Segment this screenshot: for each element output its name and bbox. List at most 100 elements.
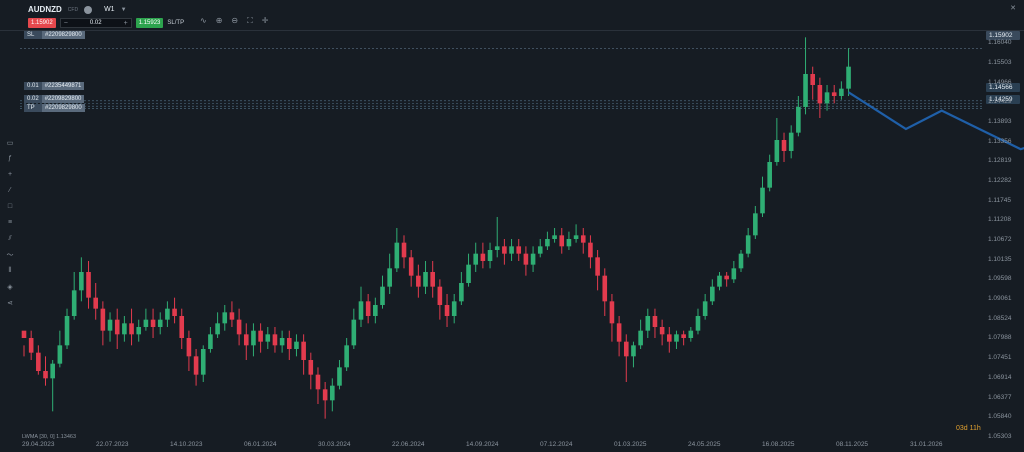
candle-body bbox=[430, 272, 435, 287]
candle-body bbox=[502, 246, 507, 254]
y-tick-label: 1.07451 bbox=[988, 354, 1012, 362]
candle-body bbox=[308, 360, 314, 375]
y-tick-label: 1.08524 bbox=[988, 314, 1012, 322]
x-tick-label: 16.08.2025 bbox=[762, 441, 795, 448]
candle-body bbox=[480, 253, 486, 261]
candle-body bbox=[136, 327, 142, 335]
function-icon[interactable]: ƒ bbox=[8, 155, 12, 162]
wave-icon[interactable]: 〜 bbox=[6, 251, 14, 259]
chart-tools: ∿ ⊕ ⊖ ⛶ ✛ bbox=[200, 16, 268, 26]
y-tick-label: 1.05840 bbox=[988, 413, 1012, 421]
layers-icon[interactable]: ◈ bbox=[7, 283, 13, 291]
crosshair-icon[interactable]: ✛ bbox=[261, 16, 269, 25]
quantity-stepper[interactable]: − 0.02 + bbox=[59, 18, 132, 28]
y-tick-label: 1.12819 bbox=[988, 157, 1012, 165]
candle-body bbox=[365, 301, 371, 316]
candle-body bbox=[695, 316, 701, 331]
quantity-value[interactable]: 0.02 bbox=[89, 20, 102, 26]
order-1[interactable]: 0.01 #2235449871 bbox=[24, 82, 85, 90]
close-icon[interactable]: ✕ bbox=[1010, 5, 1016, 12]
symbol-name[interactable]: AUDNZD bbox=[28, 5, 62, 14]
y-tick-label: 1.13356 bbox=[988, 137, 1012, 145]
candle-body bbox=[623, 341, 629, 357]
order-1-id: #2235449871 bbox=[41, 82, 85, 90]
sl-order-id: #2209829800 bbox=[42, 31, 85, 39]
candle-body bbox=[810, 74, 815, 85]
symbol-header: AUDNZD CFD W1 ▼ bbox=[28, 5, 127, 14]
candle-body bbox=[71, 290, 77, 316]
candle-body bbox=[337, 367, 342, 386]
chevron-down-icon[interactable]: ▼ bbox=[120, 6, 127, 13]
trendline-icon[interactable]: ⁄ bbox=[9, 187, 11, 194]
candle-body bbox=[530, 253, 536, 265]
indicator-legend: LWMA [30, 0] 1.13463 bbox=[22, 434, 77, 440]
y-tick-label: 1.07988 bbox=[988, 334, 1012, 342]
y-tick-label: 1.09061 bbox=[988, 295, 1012, 303]
x-tick-label: 31.01.2026 bbox=[910, 441, 943, 448]
candle-body bbox=[215, 323, 220, 335]
x-tick-label: 14.09.2024 bbox=[466, 441, 499, 448]
drawing-toolbar: ▭ ƒ + ⁄ □ ≡ ⫽ 〜 ⫴ ◈ ⋖ bbox=[4, 138, 16, 307]
zoom-in-icon[interactable]: ⊕ bbox=[215, 16, 223, 25]
candle-body bbox=[265, 334, 271, 342]
candle-body bbox=[322, 389, 328, 401]
candle-body bbox=[731, 268, 737, 280]
info-icon[interactable] bbox=[84, 5, 93, 14]
candle-body bbox=[380, 286, 385, 305]
y-tick-label: 1.14429 bbox=[988, 98, 1012, 106]
candle-body bbox=[509, 246, 514, 254]
x-tick-label: 14.10.2023 bbox=[170, 441, 203, 448]
candle-body bbox=[330, 385, 335, 401]
candle-body bbox=[315, 374, 321, 390]
candle-body bbox=[416, 275, 421, 287]
candle-body bbox=[301, 341, 306, 360]
candle-timer: 03d 11h bbox=[956, 425, 981, 432]
candle-body bbox=[487, 250, 493, 261]
candle-body bbox=[710, 286, 715, 302]
minus-button[interactable]: − bbox=[63, 19, 68, 27]
zoom-out-icon[interactable]: ⊖ bbox=[231, 16, 239, 25]
toolbar: AUDNZD CFD W1 ▼ 1.15902 − 0.02 + 1.15923… bbox=[0, 0, 1024, 30]
tp-order[interactable]: TP #2209829800 bbox=[24, 104, 85, 112]
candle-body bbox=[745, 235, 751, 254]
candle-body bbox=[609, 301, 615, 324]
sl-order[interactable]: SL #2209829800 bbox=[24, 31, 85, 39]
candle-body bbox=[580, 235, 586, 243]
candle-body bbox=[523, 253, 529, 265]
candle-body bbox=[631, 345, 636, 357]
candle-body bbox=[387, 268, 392, 287]
x-tick-label: 29.04.2023 bbox=[22, 441, 55, 448]
sell-button[interactable]: 1.15902 bbox=[28, 18, 56, 28]
plus-button[interactable]: + bbox=[123, 19, 128, 27]
chat-icon[interactable]: ▭ bbox=[6, 139, 14, 147]
order-1-qty: 0.01 bbox=[24, 82, 42, 90]
buy-button[interactable]: 1.15923 bbox=[135, 18, 164, 28]
crosshair-tool-icon[interactable]: + bbox=[7, 171, 13, 178]
chart-type-icon[interactable]: ∿ bbox=[200, 16, 207, 25]
x-tick-label: 08.11.2025 bbox=[836, 441, 869, 448]
timeframe-selector[interactable]: W1 bbox=[104, 6, 115, 13]
y-tick-label: 1.06914 bbox=[988, 373, 1012, 381]
rectangle-icon[interactable]: □ bbox=[7, 203, 13, 210]
tp-order-id: #2209829800 bbox=[42, 104, 85, 112]
candle-body bbox=[36, 352, 41, 371]
candle-body bbox=[394, 242, 400, 269]
candle-body bbox=[774, 140, 780, 162]
candle-body bbox=[229, 312, 235, 320]
candle-body bbox=[831, 92, 837, 96]
fibonacci-icon[interactable]: ≡ bbox=[7, 219, 13, 226]
candle-body bbox=[552, 235, 557, 239]
candle-body bbox=[781, 140, 787, 151]
candle-body bbox=[93, 297, 98, 309]
tp-tag: TP bbox=[24, 104, 42, 112]
fullscreen-icon[interactable]: ⛶ bbox=[247, 16, 253, 25]
symbol-type: CFD bbox=[67, 6, 79, 13]
order-2[interactable]: 0.02 #2209829800 bbox=[24, 95, 85, 103]
sltp-button[interactable]: SL/TP bbox=[167, 20, 185, 26]
pitchfork-icon[interactable]: ⫽ bbox=[8, 234, 12, 242]
candle-body bbox=[451, 301, 457, 316]
share-icon[interactable]: ⋖ bbox=[7, 299, 13, 307]
candle-body bbox=[444, 305, 450, 316]
measure-icon[interactable]: ⫴ bbox=[8, 266, 12, 274]
